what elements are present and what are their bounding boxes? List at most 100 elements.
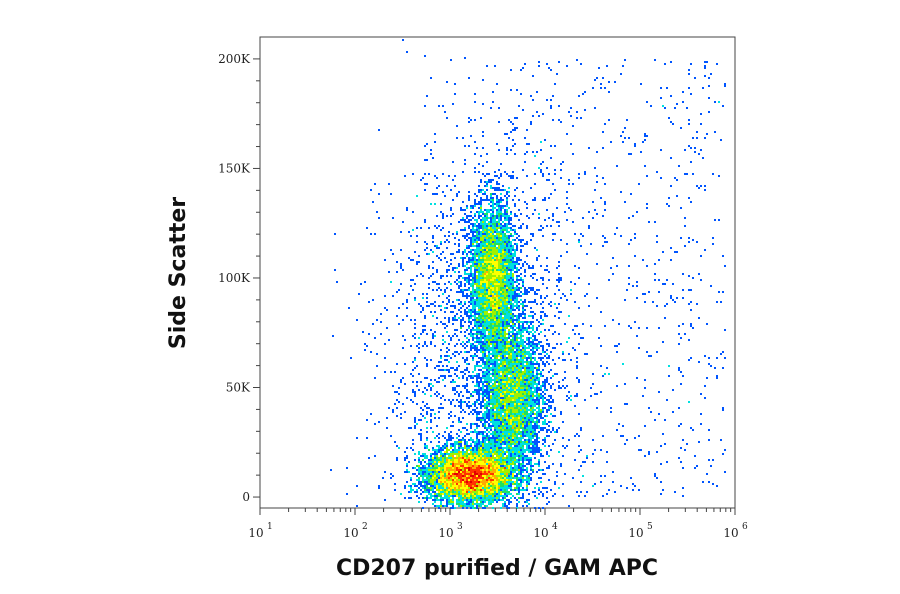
density-point	[614, 81, 616, 83]
density-point	[466, 235, 468, 237]
density-point	[494, 285, 496, 287]
density-point	[520, 303, 522, 305]
density-point	[534, 291, 536, 293]
density-point	[512, 129, 514, 131]
density-point	[476, 299, 478, 301]
density-point	[498, 355, 500, 357]
density-point	[504, 273, 506, 275]
density-point	[530, 289, 532, 291]
density-point	[500, 435, 502, 437]
density-point	[498, 295, 500, 297]
density-point	[548, 67, 550, 69]
density-point	[484, 243, 486, 245]
density-point	[488, 423, 490, 425]
density-point	[592, 373, 594, 375]
density-point	[496, 189, 498, 191]
density-point	[496, 293, 498, 295]
density-point	[464, 359, 466, 361]
density-point	[420, 435, 422, 437]
density-point	[426, 333, 428, 335]
density-point	[532, 347, 534, 349]
density-point	[480, 291, 482, 293]
density-point	[504, 355, 506, 357]
density-point	[526, 395, 528, 397]
density-point	[478, 233, 480, 235]
density-point	[522, 411, 524, 413]
density-point	[646, 175, 648, 177]
density-point	[562, 421, 564, 423]
density-point	[496, 369, 498, 371]
density-point	[458, 285, 460, 287]
density-point	[508, 429, 510, 431]
density-point	[470, 283, 472, 285]
density-point	[486, 379, 488, 381]
density-point	[480, 305, 482, 307]
density-point	[486, 365, 488, 367]
density-point	[492, 249, 494, 251]
density-point	[450, 311, 452, 313]
density-point	[474, 225, 476, 227]
density-point	[482, 199, 484, 201]
density-point	[476, 243, 478, 245]
density-point	[446, 303, 448, 305]
density-point	[550, 99, 552, 101]
density-point	[508, 317, 510, 319]
density-point	[480, 377, 482, 379]
density-point	[524, 405, 526, 407]
density-point	[480, 359, 482, 361]
density-point	[516, 269, 518, 271]
density-point	[510, 423, 512, 425]
density-point	[494, 433, 496, 435]
density-point	[558, 61, 560, 63]
density-point	[484, 379, 486, 381]
density-point	[500, 381, 502, 383]
density-point	[476, 411, 478, 413]
density-point	[540, 373, 542, 375]
density-point	[412, 289, 414, 291]
density-point	[432, 385, 434, 387]
density-point	[558, 281, 560, 283]
density-point	[506, 283, 508, 285]
density-point	[494, 331, 496, 333]
density-point	[484, 307, 486, 309]
density-point	[514, 441, 516, 443]
density-point	[506, 191, 508, 193]
density-point	[490, 439, 492, 441]
density-point	[432, 333, 434, 335]
density-point	[500, 379, 502, 381]
density-point	[444, 437, 446, 439]
density-point	[514, 129, 516, 131]
density-point	[482, 217, 484, 219]
density-point	[386, 327, 388, 329]
density-point	[546, 295, 548, 297]
density-point	[556, 285, 558, 287]
density-point	[550, 401, 552, 403]
density-point	[498, 207, 500, 209]
density-point	[502, 237, 504, 239]
density-point	[500, 413, 502, 415]
density-point	[486, 313, 488, 315]
density-point	[496, 233, 498, 235]
density-point	[422, 307, 424, 309]
density-point	[542, 361, 544, 363]
density-point	[514, 309, 516, 311]
density-point	[534, 345, 536, 347]
density-point	[472, 347, 474, 349]
density-point	[458, 439, 460, 441]
density-point	[552, 325, 554, 327]
density-point	[488, 397, 490, 399]
density-point	[466, 311, 468, 313]
density-point	[478, 339, 480, 341]
density-point	[486, 421, 488, 423]
density-point	[498, 121, 500, 123]
density-point	[486, 373, 488, 375]
density-point	[464, 335, 466, 337]
density-point	[484, 411, 486, 413]
density-point	[444, 195, 446, 197]
density-point	[518, 359, 520, 361]
density-point	[502, 281, 504, 283]
density-point	[494, 399, 496, 401]
density-point	[496, 235, 498, 237]
density-point	[512, 245, 514, 247]
density-point	[444, 355, 446, 357]
